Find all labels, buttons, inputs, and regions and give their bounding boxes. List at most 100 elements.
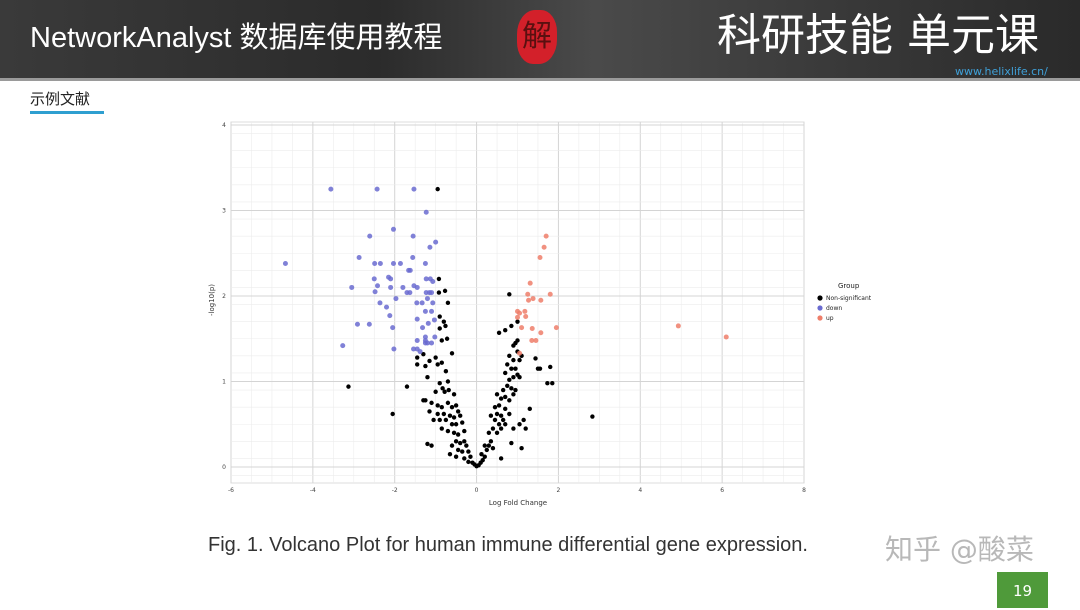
point-down [354,321,360,327]
point-non-significant [505,383,510,388]
point-down [429,290,435,296]
point-non-significant [435,186,440,192]
point-down [407,290,413,296]
point-non-significant [548,364,553,370]
page-number: 19 [997,572,1048,608]
point-non-significant [433,389,438,394]
point-non-significant [507,377,512,382]
point-non-significant [455,447,461,453]
point-up [538,330,544,336]
point-up [519,325,525,331]
point-non-significant [455,409,461,414]
point-down [427,244,433,250]
x-tick-label: 4 [638,487,642,494]
point-non-significant [488,439,494,444]
point-up [533,337,539,343]
point-non-significant [517,357,522,363]
point-non-significant [496,403,502,408]
point-non-significant [466,449,471,454]
legend-label: Non-significant [826,295,872,302]
point-non-significant [421,351,426,357]
point-non-significant [488,413,494,418]
point-non-significant [503,406,508,412]
point-down [388,284,394,290]
point-non-significant [498,396,504,401]
point-non-significant [443,323,448,329]
point-non-significant [509,323,514,329]
point-up [675,323,681,329]
point-down [374,186,380,192]
section-underline [30,111,104,114]
x-axis-label: Log Fold Change [489,499,547,507]
point-non-significant [439,426,444,431]
point-non-significant [507,411,512,417]
point-non-significant [445,379,451,384]
watermark: 知乎 @酸菜 [885,533,1034,566]
point-non-significant [464,443,469,448]
point-non-significant [443,417,449,423]
point-non-significant [427,409,432,414]
point-non-significant [511,392,516,397]
point-up [543,233,549,239]
point-non-significant [462,456,467,461]
legend-title: Group [838,282,860,290]
point-down [425,320,431,326]
legend-marker [817,295,823,301]
point-down [414,337,420,343]
point-non-significant [498,456,504,461]
section-label: 示例文献 [30,90,91,108]
point-down [387,313,393,319]
point-up [517,350,523,356]
point-non-significant [460,420,465,425]
point-non-significant [445,400,451,406]
point-down [414,284,420,290]
seal-logo: 解 [517,10,557,64]
point-non-significant [447,451,453,457]
point-down [422,334,428,340]
point-non-significant [442,389,447,394]
point-down [407,267,413,273]
axis-ticks: -6 -4 -2 0 2 4 6 8 0 1 2 3 4 [222,122,806,494]
point-non-significant [435,411,440,417]
point-down [430,278,436,284]
point-non-significant [436,276,442,282]
point-non-significant [527,406,532,412]
point-non-significant [494,430,500,435]
point-down [390,325,396,331]
point-non-significant [509,366,514,371]
point-down [367,233,373,239]
x-tick-label: 0 [475,487,479,494]
point-non-significant [503,422,508,427]
point-non-significant [490,426,496,431]
point-non-significant [503,328,508,333]
point-down [411,186,417,192]
header-divider [0,78,1080,81]
point-down [384,304,390,310]
point-non-significant [511,426,516,431]
point-down [328,186,334,192]
point-non-significant [433,355,438,360]
point-up [526,297,532,303]
site-url: www.helixlife.cn/ [955,65,1048,78]
point-down [375,283,381,289]
x-tick-label: -6 [228,487,234,494]
point-down [391,346,397,352]
point-down [420,325,426,331]
course-title: 科研技能 单元课 [717,10,1039,61]
legend-label: down [826,305,842,312]
point-non-significant [494,411,500,417]
point-non-significant [437,314,442,319]
point-non-significant [445,428,451,434]
point-non-significant [519,445,524,451]
legend-label: up [826,315,834,322]
point-non-significant [511,375,516,380]
point-non-significant [445,300,451,306]
point-non-significant [443,369,449,374]
point-non-significant [437,381,442,386]
point-non-significant [486,430,492,435]
point-non-significant [494,392,500,397]
data-points [282,186,729,469]
point-non-significant [507,292,512,297]
point-non-significant [482,454,487,459]
point-non-significant [449,422,455,427]
